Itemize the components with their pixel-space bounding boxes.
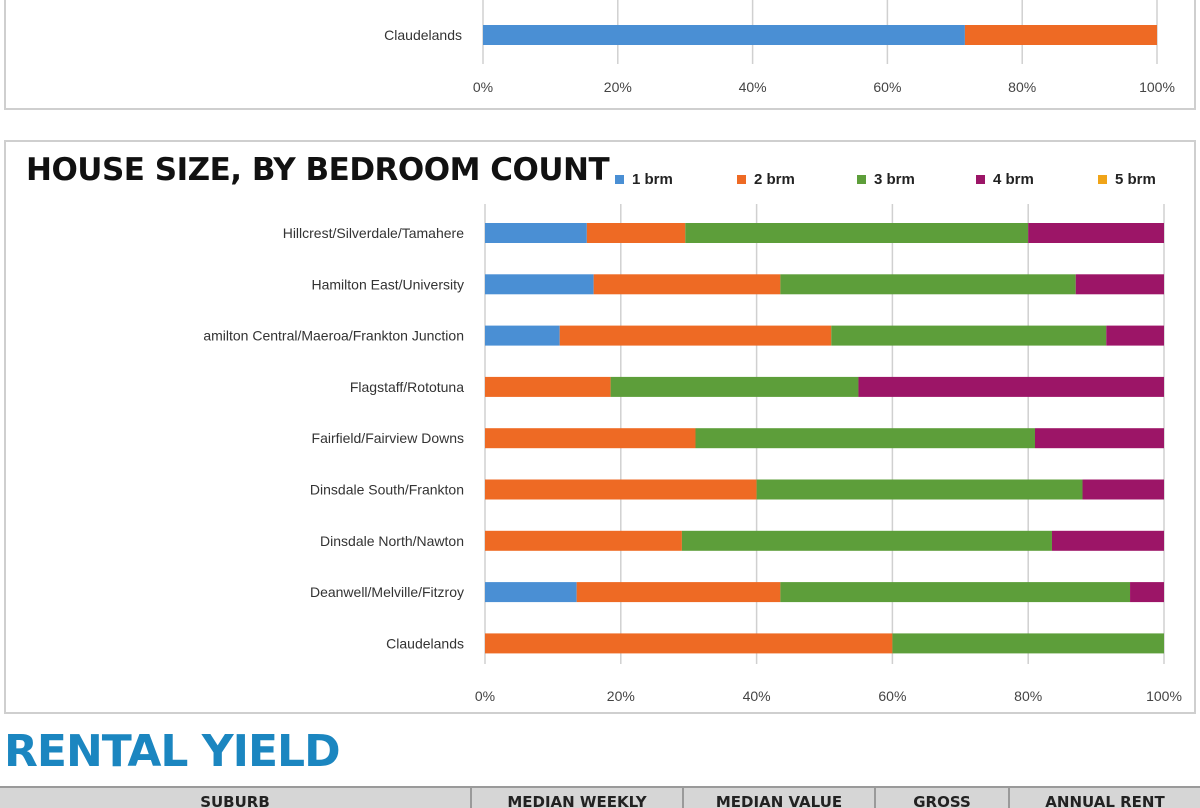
bar-deanwell-melville-fitzroy-1-brm	[485, 582, 577, 603]
legend-swatch-3-brm	[857, 175, 866, 184]
column-header-gross: GROSS	[874, 788, 1008, 808]
category-label-flagstaff-rototuna: Flagstaff/Rototuna	[350, 379, 464, 395]
legend-label-1-brm: 1 brm	[632, 171, 673, 188]
x-tick-label-80: 80%	[1014, 688, 1042, 704]
column-header-median-value: MEDIAN VALUE	[682, 788, 874, 808]
x-tick-label-80: 80%	[1008, 79, 1036, 95]
bar-hamilton-east-university-1-brm	[485, 274, 594, 295]
bar-amilton-central-maeroa-frankton-junction-3-brm	[831, 325, 1107, 346]
category-label-claudelands: Claudelands	[384, 27, 462, 43]
bar-dinsdale-north-nawton-3-brm	[681, 530, 1052, 551]
legend-label-3-brm: 3 brm	[874, 171, 915, 188]
category-label-amilton-central-maeroa-frankton-junction: amilton Central/Maeroa/Frankton Junction	[203, 328, 464, 344]
x-tick-label-40: 40%	[743, 688, 771, 704]
x-tick-label-100: 100%	[1139, 79, 1175, 95]
bar-amilton-central-maeroa-frankton-junction-1-brm	[485, 325, 560, 346]
category-label-deanwell-melville-fitzroy: Deanwell/Melville/Fitzroy	[310, 584, 464, 600]
bar-amilton-central-maeroa-frankton-junction-4-brm	[1106, 325, 1164, 346]
bar-dinsdale-south-frankton-2-brm	[485, 479, 757, 500]
bar-claudelands-3-brm	[892, 633, 1164, 654]
legend-label-4-brm: 4 brm	[993, 171, 1034, 188]
category-label-hamilton-east-university: Hamilton East/University	[312, 276, 465, 292]
bar-dinsdale-north-nawton-2-brm	[485, 530, 682, 551]
category-label-fairfield-fairview-downs: Fairfield/Fairview Downs	[312, 430, 464, 446]
x-tick-label-0: 0%	[475, 688, 495, 704]
x-tick-label-100: 100%	[1146, 688, 1182, 704]
x-tick-label-20: 20%	[604, 79, 632, 95]
category-label-claudelands: Claudelands	[386, 635, 464, 651]
legend-swatch-4-brm	[976, 175, 985, 184]
legend-swatch-2-brm	[737, 175, 746, 184]
bar-flagstaff-rototuna-4-brm	[858, 376, 1164, 397]
bar-claudelands-series-1	[964, 25, 1157, 45]
bar-hamilton-east-university-2-brm	[593, 274, 781, 295]
category-label-dinsdale-north-nawton: Dinsdale North/Nawton	[320, 533, 464, 549]
bar-flagstaff-rototuna-2-brm	[485, 376, 611, 397]
proportion-chart-panel	[4, 0, 1196, 110]
column-header-median-weekly: MEDIAN WEEKLY	[470, 788, 682, 808]
bar-deanwell-melville-fitzroy-4-brm	[1130, 582, 1164, 603]
bar-dinsdale-south-frankton-4-brm	[1082, 479, 1164, 500]
bar-fairfield-fairview-downs-2-brm	[485, 428, 696, 449]
bar-deanwell-melville-fitzroy-3-brm	[780, 582, 1131, 603]
bar-claudelands-2-brm	[485, 633, 893, 654]
bar-deanwell-melville-fitzroy-2-brm	[576, 582, 781, 603]
legend-swatch-1-brm	[615, 175, 624, 184]
rental-yield-heading: RENTAL YIELD	[4, 726, 341, 777]
bar-hamilton-east-university-3-brm	[780, 274, 1076, 295]
x-tick-label-40: 40%	[739, 79, 767, 95]
bar-claudelands-series-0	[483, 25, 965, 45]
bar-amilton-central-maeroa-frankton-junction-2-brm	[559, 325, 832, 346]
bar-fairfield-fairview-downs-3-brm	[695, 428, 1035, 449]
bar-fairfield-fairview-downs-4-brm	[1034, 428, 1164, 449]
rental-yield-table-header: SUBURB MEDIAN WEEKLY MEDIAN VALUE GROSS …	[0, 786, 1200, 808]
bar-dinsdale-north-nawton-4-brm	[1051, 530, 1164, 551]
x-tick-label-20: 20%	[607, 688, 635, 704]
chart-title: HOUSE SIZE, BY BEDROOM COUNT	[26, 152, 610, 188]
bar-hillcrest-silverdale-tamahere-2-brm	[586, 223, 686, 243]
bar-hillcrest-silverdale-tamahere-4-brm	[1028, 223, 1164, 243]
category-label-hillcrest-silverdale-tamahere: Hillcrest/Silverdale/Tamahere	[283, 225, 465, 241]
bar-hamilton-east-university-4-brm	[1075, 274, 1164, 295]
bar-hillcrest-silverdale-tamahere-1-brm	[485, 223, 587, 243]
x-tick-label-60: 60%	[873, 79, 901, 95]
legend-label-2-brm: 2 brm	[754, 171, 795, 188]
x-tick-label-60: 60%	[878, 688, 906, 704]
bar-hillcrest-silverdale-tamahere-3-brm	[685, 223, 1029, 243]
column-header-annual-rent: ANNUAL RENT	[1008, 788, 1200, 808]
legend-label-5-brm: 5 brm	[1115, 171, 1156, 188]
bar-dinsdale-south-frankton-3-brm	[756, 479, 1083, 500]
category-label-dinsdale-south-frankton: Dinsdale South/Frankton	[310, 482, 464, 498]
legend-swatch-5-brm	[1098, 175, 1107, 184]
column-header-suburb: SUBURB	[200, 793, 270, 808]
bar-flagstaff-rototuna-3-brm	[610, 376, 859, 397]
x-tick-label-0: 0%	[473, 79, 493, 95]
